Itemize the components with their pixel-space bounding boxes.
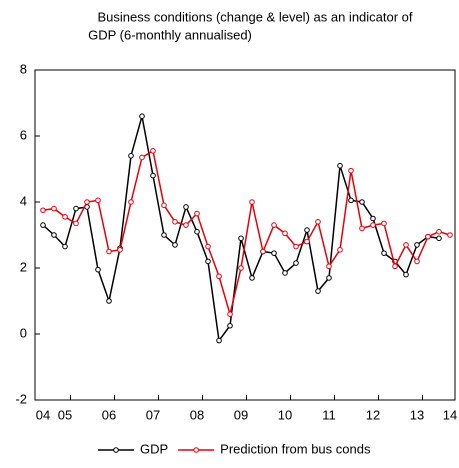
legend-marker <box>113 447 119 453</box>
x-tick-label: 11 <box>322 407 336 422</box>
data-point <box>139 113 145 119</box>
data-point <box>414 258 420 265</box>
data-point <box>348 197 354 204</box>
data-point <box>326 263 332 270</box>
series-line <box>42 149 451 318</box>
plot-frame <box>34 69 456 401</box>
x-tick-label: 09 <box>234 407 248 422</box>
data-point <box>95 197 101 204</box>
data-point <box>40 222 46 228</box>
data-point <box>436 228 442 235</box>
data-point <box>227 322 233 329</box>
data-point <box>271 222 277 228</box>
x-tick-label: 08 <box>190 407 204 422</box>
data-point <box>172 242 178 248</box>
data-point <box>216 337 222 344</box>
data-point <box>260 248 266 255</box>
data-point <box>337 247 343 253</box>
data-point <box>205 258 211 265</box>
data-point <box>62 214 68 220</box>
data-point <box>326 275 332 281</box>
data-point <box>51 232 57 238</box>
data-point <box>436 235 442 242</box>
data-point <box>304 238 310 245</box>
data-point <box>194 228 200 235</box>
data-point <box>370 222 376 228</box>
data-point <box>359 225 365 232</box>
y-tick-label: 4 <box>20 193 27 208</box>
data-point <box>249 275 255 281</box>
x-tick-label: 12 <box>366 407 380 422</box>
data-point <box>128 199 134 205</box>
y-tick-label: 6 <box>20 127 27 142</box>
data-point <box>62 243 68 250</box>
data-point <box>282 270 288 276</box>
x-tick-label: 05 <box>58 407 72 422</box>
data-point <box>128 153 134 159</box>
data-point <box>150 172 156 179</box>
data-point <box>381 250 387 256</box>
x-tick-label: 07 <box>146 407 160 422</box>
data-point <box>304 227 310 233</box>
data-point <box>40 207 46 214</box>
data-point <box>238 235 244 242</box>
series-line <box>42 115 440 343</box>
data-point <box>403 271 409 278</box>
legend-label: GDP <box>140 441 168 456</box>
data-point <box>282 230 288 237</box>
data-point <box>293 260 299 266</box>
x-tick-label: 14 <box>443 407 457 422</box>
data-point <box>117 247 123 253</box>
data-point <box>249 199 255 205</box>
y-tick-label: -2 <box>15 391 27 406</box>
data-point <box>447 232 453 238</box>
data-point <box>216 273 222 280</box>
data-point <box>95 266 101 273</box>
data-point <box>183 222 189 228</box>
chart-title: Business conditions (change & level) as … <box>97 9 412 24</box>
data-point <box>359 199 365 205</box>
data-point <box>315 288 321 294</box>
data-point <box>403 242 409 248</box>
chart-title: GDP (6-monthly annualised) <box>88 27 252 42</box>
data-point <box>227 311 233 318</box>
data-point <box>194 210 200 217</box>
legend-marker <box>193 447 199 453</box>
data-point <box>161 232 167 238</box>
x-tick-label: 13 <box>410 407 424 422</box>
data-point <box>51 205 57 212</box>
x-tick-label: 04 <box>36 407 50 422</box>
x-tick-label: 10 <box>278 407 292 422</box>
data-point <box>293 243 299 250</box>
data-point <box>139 154 145 161</box>
data-point <box>106 248 112 255</box>
y-tick-label: 2 <box>20 259 27 274</box>
data-point <box>337 162 343 169</box>
data-point <box>73 205 79 212</box>
data-point <box>150 148 156 154</box>
y-tick-label: 8 <box>20 61 27 76</box>
data-point <box>183 204 189 210</box>
data-point <box>238 265 244 271</box>
legend-label: Prediction from bus conds <box>220 441 371 456</box>
data-point <box>381 220 387 227</box>
y-tick-label: 0 <box>20 325 27 340</box>
x-tick-label: 06 <box>102 407 116 422</box>
data-point <box>84 199 90 205</box>
data-point <box>315 219 321 225</box>
data-point <box>106 298 112 304</box>
data-point <box>392 263 398 270</box>
data-point <box>205 243 211 250</box>
data-point <box>271 250 277 256</box>
data-point <box>172 219 178 225</box>
data-point <box>370 215 376 222</box>
data-point <box>414 242 420 248</box>
data-point <box>425 233 431 240</box>
data-point <box>73 220 79 227</box>
data-point <box>161 202 167 209</box>
data-point <box>348 167 354 174</box>
